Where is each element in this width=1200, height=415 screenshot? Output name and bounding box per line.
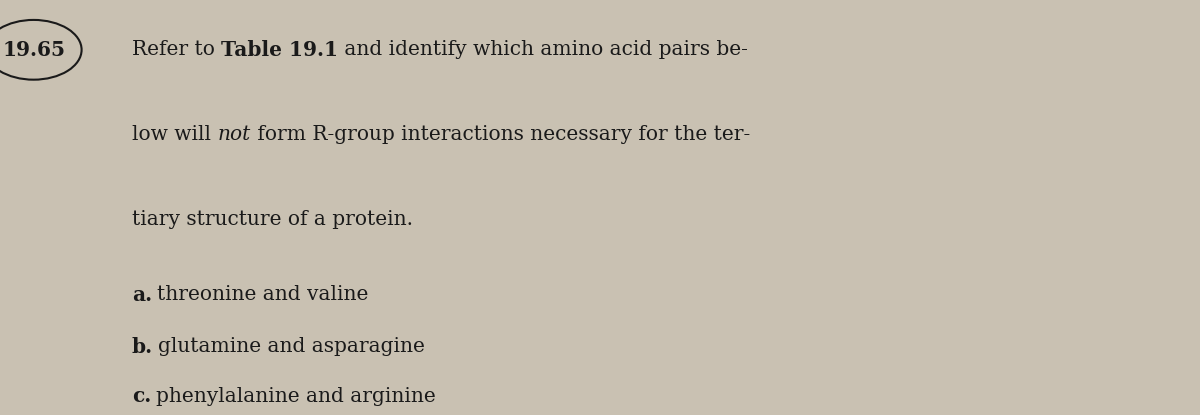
Text: b.: b. — [132, 337, 154, 356]
Text: 19.65: 19.65 — [2, 40, 65, 60]
Text: threonine and valine: threonine and valine — [157, 285, 368, 304]
Text: tiary structure of a protein.: tiary structure of a protein. — [132, 210, 413, 229]
Text: low will: low will — [132, 125, 217, 144]
Text: a.: a. — [132, 285, 152, 305]
Text: phenylalanine and arginine: phenylalanine and arginine — [156, 387, 436, 406]
Text: Table 19.1: Table 19.1 — [221, 40, 338, 60]
Text: glutamine and asparagine: glutamine and asparagine — [158, 337, 425, 356]
Text: not: not — [217, 125, 251, 144]
Text: form R-group interactions necessary for the ter-: form R-group interactions necessary for … — [251, 125, 750, 144]
Text: Refer to: Refer to — [132, 40, 221, 59]
Text: and identify which amino acid pairs be-: and identify which amino acid pairs be- — [338, 40, 748, 59]
Text: c.: c. — [132, 386, 151, 406]
